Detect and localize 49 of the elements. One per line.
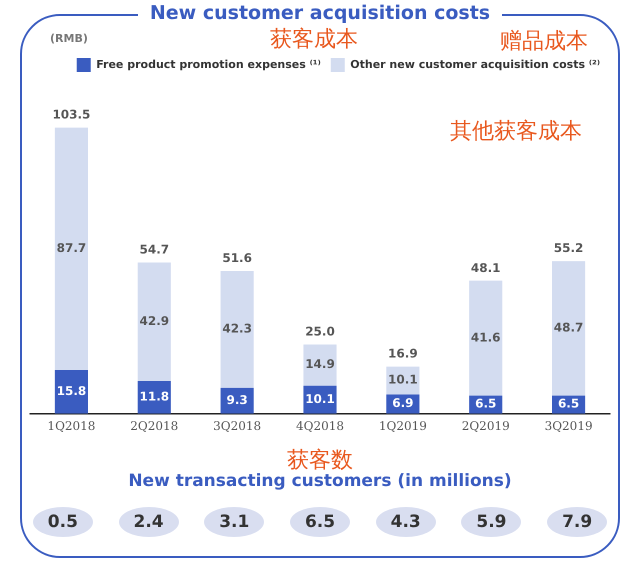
- x-tick-label: 3Q2019: [544, 418, 593, 433]
- total-label: 16.9: [388, 346, 418, 361]
- data-label: 4.3: [376, 507, 436, 537]
- x-tick-label: 1Q2018: [47, 418, 96, 433]
- text: 获客成本: [270, 26, 358, 54]
- x-tick-label: 4Q2018: [296, 418, 344, 433]
- data-label: 6.5: [290, 507, 350, 537]
- data-label: 6.9: [392, 396, 414, 410]
- data-label: 41.6: [470, 330, 501, 344]
- data-label: 0.5: [32, 507, 93, 537]
- total-label: 25.0: [305, 324, 335, 339]
- data-label: 3.1: [204, 507, 264, 537]
- data-label: 2.4: [118, 507, 179, 537]
- bar: [138, 262, 171, 381]
- annotation: 其他获客成本: [450, 118, 582, 146]
- x-tick-label: 3Q2018: [213, 418, 262, 433]
- data-label: 11.8: [139, 389, 170, 404]
- x-tick-label: 2Q2018: [130, 418, 178, 433]
- data-label: 6.5: [475, 396, 496, 411]
- data-label: 9.3: [226, 392, 248, 407]
- bar: [54, 128, 88, 370]
- data-label: 87.7: [56, 240, 86, 255]
- data-label: 48.7: [554, 320, 584, 334]
- data-label: 5.9: [461, 507, 522, 537]
- data-label: 10.1: [388, 372, 418, 387]
- text: New transacting customers (in millions): [127, 471, 513, 491]
- y-axis-title: (RMB): [50, 32, 88, 45]
- x-tick-label: 1Q2019: [378, 418, 427, 433]
- data-label: 42.3: [222, 322, 252, 336]
- data-label: 10.1: [305, 392, 335, 406]
- chart-title: New customer acquisition costs: [138, 2, 502, 24]
- total-label: 55.2: [554, 241, 584, 256]
- total-label: 103.5: [52, 108, 90, 122]
- bar: [552, 261, 586, 396]
- data-label: 14.9: [305, 357, 335, 372]
- text: 获客数: [286, 447, 354, 474]
- x-tick-label: 2Q2019: [462, 418, 510, 433]
- bar: [469, 280, 502, 396]
- total-label: 54.7: [139, 242, 170, 257]
- total-label: 48.1: [470, 260, 501, 275]
- data-label: 15.8: [56, 384, 86, 398]
- data-label: 7.9: [547, 507, 608, 537]
- bar: [220, 271, 254, 388]
- total-label: 51.6: [222, 251, 252, 266]
- data-label: 42.9: [139, 314, 170, 328]
- text: 赠品成本: [500, 28, 588, 56]
- legend-label: Free product promotion expenses ⁽¹⁾: [96, 58, 321, 71]
- data-label: 6.5: [558, 396, 580, 411]
- legend-label: Other new customer acquisition costs ⁽²⁾: [350, 58, 600, 71]
